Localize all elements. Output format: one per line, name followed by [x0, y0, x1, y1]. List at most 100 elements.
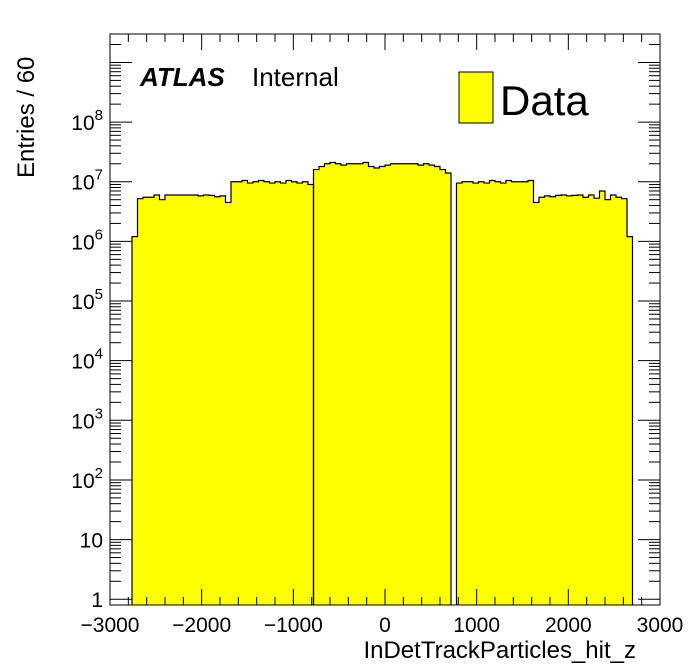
histogram-bin-bar	[242, 180, 248, 605]
histogram-bin-bar	[599, 190, 606, 606]
y-tick-label: 1	[91, 589, 103, 612]
legend-entry-data: Data	[500, 77, 589, 124]
histogram-bin-bar	[522, 181, 529, 606]
histogram-bin-bar	[341, 165, 347, 606]
histogram-bin-bar	[467, 181, 474, 606]
histogram-bin-bar	[308, 184, 314, 605]
histogram-bin-bar	[561, 194, 567, 605]
histogram-bin-bar	[297, 183, 303, 605]
histogram-bin-bar	[269, 183, 276, 605]
histogram-bin-bar	[517, 181, 523, 606]
y-axis-ticks: 1 10 102 103 104 105 106 107 108	[71, 33, 660, 612]
histogram-bars	[132, 162, 633, 606]
histogram-bin-bar	[154, 194, 160, 605]
histogram-bin-bar	[176, 194, 182, 605]
histogram-bin-bar	[500, 183, 507, 605]
histogram-bin-bar	[627, 236, 633, 605]
histogram-bin-bar	[423, 163, 430, 605]
histogram-bin-bar	[572, 195, 578, 605]
histogram-bin-bar	[434, 166, 441, 605]
histogram-bin-bar	[379, 166, 386, 605]
y-tick-label: 102	[71, 465, 103, 493]
histogram-bin-bar	[357, 163, 364, 605]
histogram-bin-bar	[407, 163, 413, 605]
histogram-bin-bar	[330, 162, 336, 605]
histogram-bin-bar	[170, 194, 177, 605]
x-tick-label: 1000	[453, 614, 500, 637]
histogram-bin-bar	[209, 195, 215, 605]
x-tick-label: −3000	[81, 614, 140, 637]
y-tick-label: 10	[80, 530, 103, 553]
histogram-bin-bar	[159, 199, 166, 605]
y-tick-label: 103	[71, 405, 103, 433]
histogram-bin-bar	[445, 173, 452, 605]
histogram-bin-bar	[335, 163, 342, 605]
histogram-bin-bar	[302, 181, 309, 606]
x-tick-label: −2000	[172, 614, 231, 637]
histogram-bin-bar	[346, 163, 353, 605]
histogram-bin-bar	[418, 165, 424, 606]
histogram-bin-bar	[401, 163, 408, 605]
histogram-bin-bar	[225, 202, 232, 606]
histogram-bin-bar	[264, 181, 270, 606]
x-tick-label: −1000	[264, 614, 323, 637]
x-tick-label: 3000	[637, 614, 684, 637]
histogram-bin-bar	[143, 197, 149, 605]
histogram-bin-bar	[495, 181, 501, 606]
histogram-bin-bar	[324, 163, 331, 605]
histogram-bin-bar	[214, 196, 221, 605]
legend: Data	[458, 71, 589, 124]
histogram-bin-bar	[616, 197, 622, 605]
histogram-bin-bar	[583, 197, 589, 605]
histogram-bin-bar	[594, 198, 600, 605]
histogram-bin-bar	[198, 195, 204, 605]
histogram-bin-bar	[165, 194, 171, 605]
histogram-bin-bar	[363, 162, 369, 605]
legend-swatch	[458, 71, 494, 124]
histogram-bin-bar	[544, 195, 551, 605]
histogram-bin-bar	[132, 236, 138, 605]
y-tick-label: 108	[71, 107, 103, 135]
histogram-bin-bar	[440, 169, 446, 605]
histogram-bin-bar	[478, 181, 485, 606]
histogram-bin-bar	[187, 194, 193, 605]
histogram-bin-bar	[236, 181, 243, 606]
histogram-bin-bar	[610, 194, 617, 605]
histogram-bin-bar	[231, 181, 237, 606]
histogram-bin-bar	[456, 183, 463, 605]
histogram-segment-outline	[312, 161, 452, 605]
atlas-sublabel: Internal	[252, 62, 339, 92]
histogram-bin-bar	[220, 195, 226, 605]
y-axis-title: Entries / 60	[13, 57, 40, 178]
x-axis-ticks: −3000 −2000 −1000 0 1000 2000 3000	[81, 34, 684, 637]
histogram-bin-bar	[275, 181, 281, 606]
histogram-bin-bar	[550, 196, 556, 605]
histogram-bin-bar	[588, 194, 595, 605]
histogram-bin-bar	[352, 163, 358, 605]
histogram-bin-bar	[247, 183, 254, 605]
histogram-bin-bar	[533, 202, 540, 606]
histogram-bin-bar	[148, 197, 155, 605]
histogram-bin-bar	[368, 166, 375, 605]
histogram-bin-bar	[374, 167, 380, 606]
histogram-bin-bar	[280, 183, 287, 605]
x-tick-label: 0	[379, 614, 391, 637]
histogram-bin-bar	[555, 195, 562, 605]
histogram-bin-bar	[412, 163, 419, 605]
y-tick-label: 104	[71, 346, 103, 374]
histogram-bin-bar	[484, 183, 490, 605]
histogram-bin-bar	[319, 166, 325, 605]
histogram-bin-bar	[528, 180, 534, 605]
histogram-bin-bar	[137, 198, 144, 606]
histogram-bin-bar	[258, 180, 265, 605]
histogram-bin-bar	[511, 181, 518, 606]
histogram-bin-bar	[462, 181, 468, 606]
x-tick-label: 2000	[545, 614, 592, 637]
histogram-segment-outline	[131, 179, 315, 605]
histogram-bin-bar	[429, 165, 435, 606]
histogram-bin-bar	[291, 181, 298, 606]
histogram-bin-bar	[473, 183, 479, 605]
histogram-bin-bar	[566, 195, 573, 605]
histogram-bin-bar	[621, 198, 628, 606]
